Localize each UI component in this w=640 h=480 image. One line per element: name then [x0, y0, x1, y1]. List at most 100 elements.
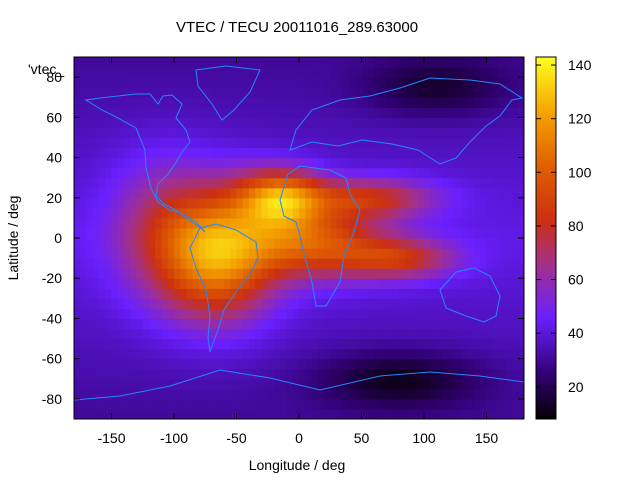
heat-cell [99, 268, 106, 279]
heat-cell [324, 217, 331, 229]
heat-cell [511, 107, 519, 118]
heat-cell [486, 137, 494, 149]
heat-cell [311, 67, 319, 78]
heat-cell [180, 207, 188, 219]
heat-cell [242, 227, 250, 239]
heat-cell [411, 408, 419, 419]
heat-cell [186, 127, 194, 139]
heat-cell [342, 187, 350, 199]
heat-cell [430, 378, 438, 390]
heat-cell [292, 97, 300, 108]
heat-cell [236, 238, 244, 249]
heat-cell [86, 408, 94, 419]
heat-cell [417, 238, 425, 249]
heat-cell [499, 318, 506, 330]
heat-cell [92, 87, 100, 98]
heat-cell [499, 87, 506, 98]
heat-cell [449, 227, 456, 239]
heat-cell [261, 268, 269, 279]
heat-cell [180, 408, 188, 419]
heat-cell [86, 117, 94, 128]
heat-cell [324, 238, 331, 249]
heat-cell [80, 197, 88, 209]
heat-cell [405, 197, 413, 209]
heat-cell [442, 248, 450, 259]
heat-cell [267, 328, 275, 340]
heat-cell [267, 298, 275, 309]
heat-cell [199, 268, 206, 279]
heat-cell [286, 258, 294, 269]
heat-cell [211, 258, 219, 269]
heat-cell [274, 107, 281, 118]
heat-cell [155, 137, 163, 149]
heat-cell [211, 268, 219, 279]
heat-cell [505, 408, 513, 419]
heat-cell [180, 338, 188, 350]
heat-cell [299, 157, 306, 169]
heat-cell [349, 258, 356, 269]
heat-cell [317, 388, 325, 400]
heat-cell [442, 177, 450, 189]
heat-cell [161, 368, 169, 380]
heat-cell [192, 238, 200, 249]
heat-cell [192, 368, 200, 380]
heat-cell [411, 227, 419, 239]
heat-cell [324, 328, 331, 340]
heat-cell [449, 238, 456, 249]
heat-cell [92, 278, 100, 289]
heat-cell [305, 368, 313, 380]
heat-cell [317, 157, 325, 169]
heat-cell [442, 328, 450, 340]
heat-cell [136, 298, 144, 309]
heat-cell [199, 207, 206, 219]
heat-cell [117, 278, 125, 289]
heat-cell [374, 177, 381, 189]
heat-cell [461, 368, 469, 380]
heat-cell [311, 328, 319, 340]
heat-cell [317, 348, 325, 360]
heat-cell [205, 308, 213, 320]
heat-cell [324, 207, 331, 219]
heat-cell [205, 248, 213, 259]
heat-cell [267, 268, 275, 279]
heat-cell [117, 258, 125, 269]
heat-cell [367, 97, 375, 108]
heat-cell [361, 388, 369, 400]
heat-cell [461, 258, 469, 269]
heat-cell [386, 338, 394, 350]
heat-cell [480, 217, 488, 229]
heat-cell [236, 217, 244, 229]
heat-cell [399, 87, 406, 98]
heat-cell [174, 248, 181, 259]
heat-cell [442, 207, 450, 219]
heat-cell [349, 288, 356, 299]
heat-cell [205, 398, 213, 410]
heat-cell [174, 398, 181, 410]
heat-cell [517, 97, 524, 108]
heat-cell [380, 408, 388, 419]
heat-cell [380, 117, 388, 128]
heat-cell [111, 248, 119, 259]
heat-cell [124, 238, 131, 249]
heat-cell [392, 177, 400, 189]
heat-cell [305, 248, 313, 259]
heat-cell [455, 258, 463, 269]
heat-cell [330, 268, 338, 279]
heat-cell [117, 358, 125, 370]
heat-cell [311, 217, 319, 229]
heat-cell [111, 147, 119, 159]
heat-cell [361, 248, 369, 259]
heat-cell [224, 57, 231, 68]
heat-cell [280, 298, 288, 309]
heat-cell [492, 207, 500, 219]
heat-cell [249, 117, 256, 128]
heat-cell [499, 388, 506, 400]
heat-cell [430, 97, 438, 108]
heat-cell [242, 87, 250, 98]
heat-cell [380, 157, 388, 169]
heat-cell [174, 278, 181, 289]
heat-cell [224, 308, 231, 320]
heat-cell [292, 388, 300, 400]
heat-cell [136, 187, 144, 199]
heat-cell [411, 238, 419, 249]
